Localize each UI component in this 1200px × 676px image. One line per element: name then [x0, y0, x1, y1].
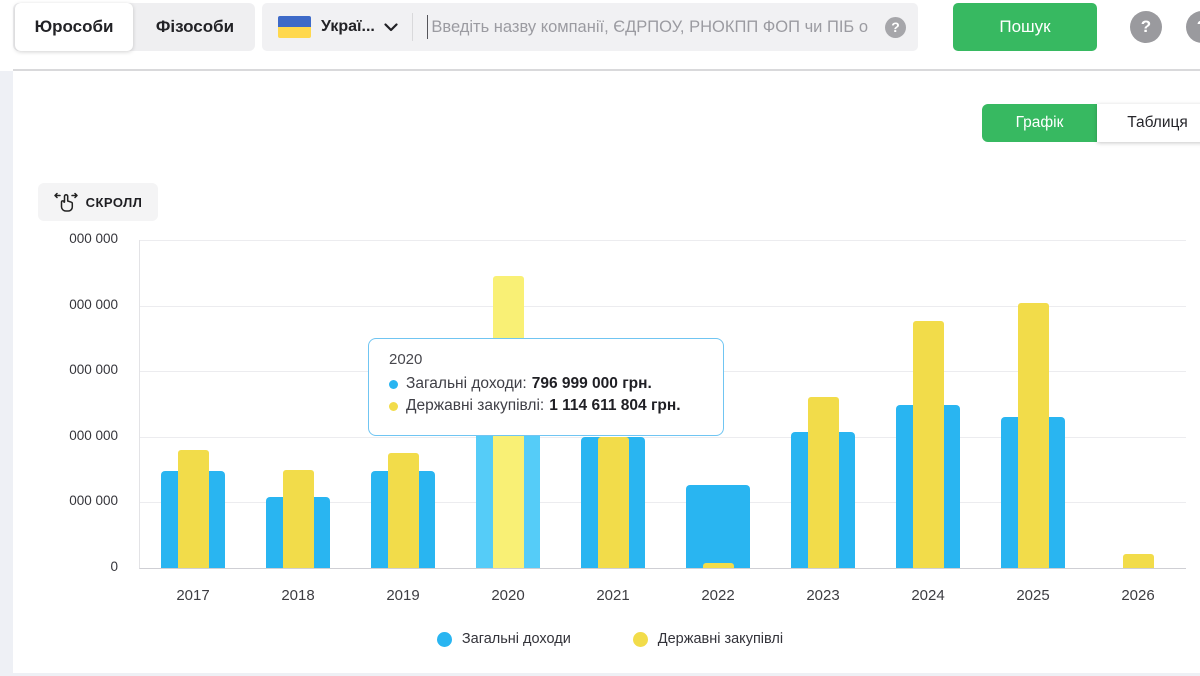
- tooltip-row-label: Загальні доходи:: [406, 375, 527, 392]
- bar-series1-2019[interactable]: [387, 453, 419, 568]
- y-axis: 000 000 000 000 000 000 000 000 000 000 0: [30, 231, 118, 574]
- bar-series1-2017[interactable]: [177, 450, 209, 568]
- legend-item[interactable]: Загальні доходи: [436, 631, 571, 647]
- divider: [411, 13, 413, 41]
- text-cursor: [426, 15, 429, 39]
- y-axis-label: 000 000: [69, 428, 118, 443]
- gridline: [140, 306, 1186, 307]
- series-dot-icon: [389, 401, 398, 411]
- chart-tooltip: 2020 Загальні доходи: 796 999 000 грн. Д…: [368, 338, 724, 436]
- plot-area: 2017 2018 2019 2020 2021 2022 2023 2024 2025 2026: [139, 240, 1186, 604]
- bar-series1-2024[interactable]: [912, 321, 944, 568]
- header-separator: [13, 69, 1200, 71]
- x-axis-label: 2024: [911, 587, 945, 604]
- legend-label: Загальні доходи: [461, 631, 571, 647]
- tooltip-title: 2020: [389, 351, 423, 368]
- legend-item[interactable]: Державні закупівлі: [632, 631, 784, 647]
- x-axis-label: 2021: [596, 587, 630, 604]
- country-selector-label[interactable]: Украї...: [321, 18, 375, 35]
- ukraine-flag-icon: [278, 16, 311, 38]
- legend-label: Державні закупівлі: [657, 631, 784, 647]
- search-help-icon[interactable]: ?: [885, 16, 906, 38]
- x-axis-label: 2017: [176, 587, 210, 604]
- bar-series1-2021[interactable]: [597, 437, 629, 568]
- scroll-button[interactable]: СКРОЛЛ: [38, 183, 158, 221]
- y-axis-label: 000 000: [69, 297, 118, 312]
- legend-dot-icon: [632, 631, 648, 647]
- bar-series0-2022[interactable]: [686, 485, 750, 568]
- y-axis-label: 000 000: [69, 493, 118, 508]
- tooltip-row-label: Державні закупівлі:: [406, 397, 545, 414]
- tab-individuals[interactable]: Фізособи: [155, 17, 235, 36]
- gridline: [140, 240, 1186, 241]
- chevron-down-icon[interactable]: [384, 22, 398, 32]
- tab-table-view[interactable]: Таблиця: [1097, 104, 1200, 142]
- bar-series1-2023[interactable]: [807, 397, 839, 568]
- tab-legal-entities[interactable]: Юрособи: [15, 3, 133, 51]
- gridline: [140, 502, 1186, 503]
- x-axis-label: 2020: [491, 587, 525, 604]
- search-input[interactable]: [429, 16, 885, 38]
- x-axis-label: 2023: [806, 587, 840, 604]
- y-axis-label: 000 000: [69, 362, 118, 377]
- search-bar: Украї... ?: [262, 3, 918, 51]
- gridline: [140, 437, 1186, 438]
- y-axis-label: 0: [110, 559, 118, 574]
- x-axis-label: 2022: [701, 587, 735, 604]
- bar-series1-2025[interactable]: [1017, 303, 1049, 568]
- drag-hand-icon: [53, 192, 78, 212]
- tooltip-row-value: 796 999 000 грн.: [531, 375, 652, 392]
- tooltip-row: Загальні доходи: 796 999 000 грн.: [389, 373, 707, 395]
- legend-dot-icon: [436, 631, 452, 647]
- partial-account-icon[interactable]: ?: [1186, 11, 1200, 43]
- bar-series1-2022[interactable]: [702, 563, 734, 568]
- tooltip-row: Державні закупівлі: 1 114 611 804 грн.: [389, 395, 707, 417]
- x-axis-label: 2026: [1121, 587, 1155, 604]
- x-axis-label: 2019: [386, 587, 420, 604]
- tooltip-row-value: 1 114 611 804 грн.: [549, 397, 681, 414]
- x-axis-label: 2018: [281, 587, 315, 604]
- tab-chart-view[interactable]: Графік: [982, 104, 1097, 142]
- page-left-margin: [0, 71, 13, 676]
- bar-series1-2026[interactable]: [1122, 554, 1154, 568]
- help-icon[interactable]: ?: [1130, 11, 1162, 43]
- page-bottom-margin: [0, 673, 1200, 676]
- scroll-button-label: СКРОЛЛ: [85, 194, 143, 210]
- x-axis-label: 2025: [1016, 587, 1050, 604]
- search-button[interactable]: Пошук: [953, 3, 1097, 51]
- bar-series1-2018[interactable]: [282, 470, 314, 568]
- series-dot-icon: [389, 379, 398, 389]
- chart-legend: Загальні доходи Державні закупівлі: [0, 631, 1200, 647]
- view-toggle: Графік Таблиця: [982, 104, 1200, 142]
- y-axis-label: 000 000: [69, 231, 118, 246]
- entity-type-tabs: Юрособи Фізособи: [13, 3, 255, 51]
